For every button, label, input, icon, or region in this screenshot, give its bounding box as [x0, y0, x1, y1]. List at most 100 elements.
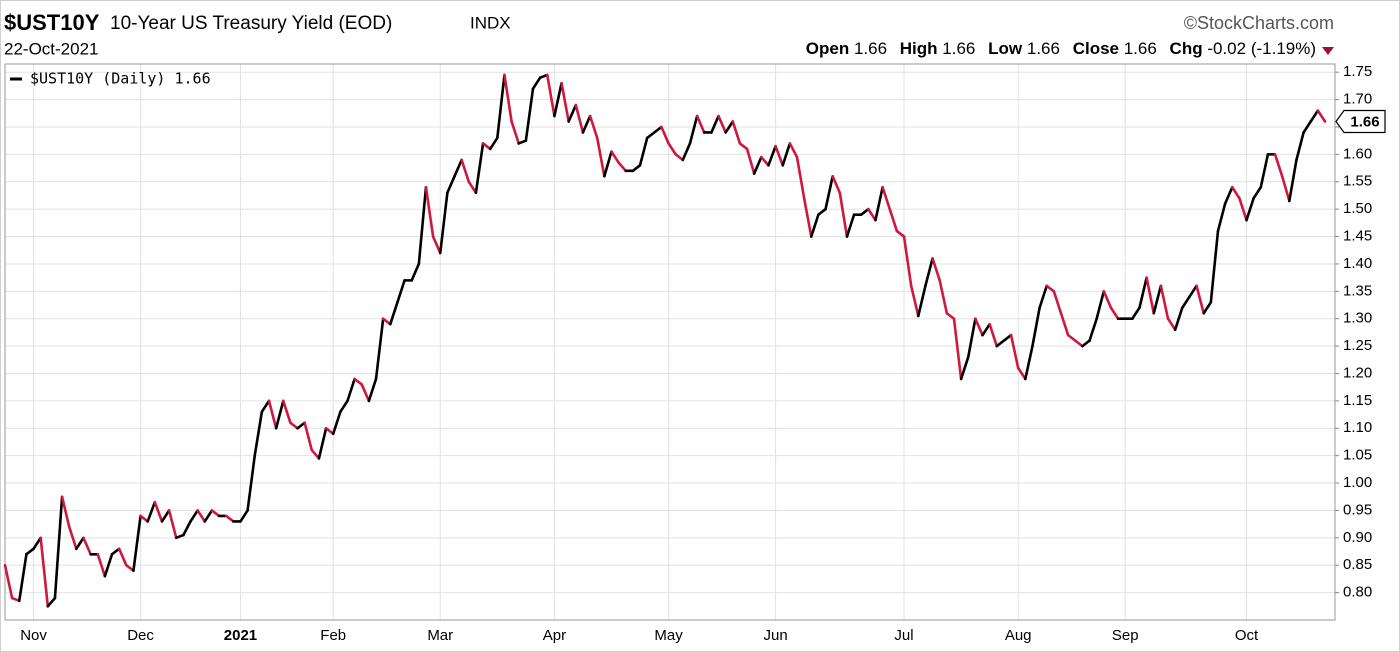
x-tick-label: Jun [764, 627, 788, 644]
line-segment [952, 317, 963, 381]
y-tick-label: 0.85 [1343, 556, 1372, 573]
line-segment [167, 509, 178, 540]
line-segment [774, 144, 785, 167]
line-segment [239, 509, 249, 523]
line-segment [267, 399, 278, 430]
x-tick-label: Oct [1235, 627, 1259, 644]
x-tick-label: May [654, 627, 683, 644]
line-segment [67, 525, 78, 551]
line-segment [974, 317, 984, 337]
line-segment [1273, 153, 1284, 178]
line-segment [981, 322, 991, 337]
line-segment [995, 339, 1006, 348]
line-segment [1131, 306, 1141, 321]
line-segment [139, 514, 150, 523]
line-segment [1102, 290, 1113, 310]
line-segment [1295, 131, 1305, 162]
line-segment [710, 114, 720, 134]
line-segment [210, 509, 221, 518]
y-tick-label: 0.80 [1343, 584, 1372, 601]
line-segment [1309, 109, 1320, 123]
x-tick-label: Dec [127, 627, 154, 644]
x-tick-label: Mar [427, 627, 453, 644]
line-segment [688, 114, 699, 145]
chg-label: Chg [1170, 39, 1203, 58]
line-segment [902, 235, 913, 288]
line-segment [588, 114, 599, 140]
line-segment [717, 114, 727, 134]
line-segment [60, 495, 71, 529]
line-segment [731, 120, 742, 145]
line-segment [303, 421, 314, 452]
line-segment [553, 81, 563, 118]
chart-title: $UST10Y [4, 10, 100, 35]
line-segment [481, 142, 492, 151]
line-segment [1095, 290, 1106, 321]
open-label: Open [806, 39, 849, 58]
y-tick-label: 1.75 [1343, 63, 1372, 80]
line-segment [46, 596, 57, 608]
line-segment [795, 155, 806, 200]
line-segment [53, 495, 64, 600]
line-segment [160, 509, 171, 523]
line-segment [617, 161, 628, 173]
line-segment [1223, 185, 1234, 205]
line-segment [938, 279, 949, 315]
line-segment [1202, 300, 1213, 315]
line-segment [289, 421, 299, 430]
line-segment [1024, 344, 1034, 381]
y-tick-label: 1.15 [1343, 392, 1372, 409]
line-segment [1259, 153, 1270, 189]
line-segment [1152, 284, 1163, 315]
line-segment [25, 547, 35, 556]
x-tick-label: Nov [20, 627, 47, 644]
line-segment [1180, 295, 1191, 310]
line-segment [360, 383, 371, 403]
line-segment [838, 191, 849, 238]
line-segment [931, 257, 942, 282]
line-segment [467, 180, 478, 195]
y-tick-label: 1.25 [1343, 337, 1372, 354]
line-segment [660, 125, 670, 145]
line-segment [460, 158, 471, 184]
line-segment [1230, 185, 1241, 200]
line-segment [1216, 202, 1227, 233]
line-segment [817, 207, 827, 216]
line-segment [738, 142, 749, 151]
line-segment [488, 136, 499, 151]
line-segment [1009, 333, 1020, 370]
line-segment [396, 279, 406, 304]
line-segment [1280, 174, 1291, 203]
line-segment [1059, 311, 1070, 337]
y-tick-label: 1.70 [1343, 91, 1372, 108]
line-segment [1288, 158, 1298, 203]
line-segment [781, 142, 792, 167]
line-segment [274, 399, 285, 430]
line-segment [1016, 366, 1027, 381]
line-segment [881, 185, 892, 211]
line-segment [1188, 284, 1198, 299]
line-segment [1052, 290, 1063, 315]
line-segment [603, 150, 613, 178]
line-segment [367, 377, 378, 403]
close-label: Close [1073, 39, 1119, 58]
line-segment [310, 448, 321, 460]
line-segment [767, 144, 777, 167]
line-segment [966, 317, 977, 359]
line-segment [574, 103, 585, 134]
line-segment [496, 73, 506, 140]
line-segment [1045, 284, 1056, 293]
line-segment [503, 73, 513, 123]
line-segment [110, 547, 121, 556]
x-tick-label: Sep [1112, 627, 1139, 644]
y-tick-label: 1.30 [1343, 310, 1372, 327]
line-segment [1066, 333, 1077, 342]
line-segment [724, 120, 735, 134]
line-segment [453, 158, 463, 178]
line-segment [189, 509, 199, 523]
line-segment [859, 207, 870, 216]
line-segment [631, 164, 642, 173]
line-segment [667, 142, 678, 156]
line-segment [1109, 306, 1120, 321]
